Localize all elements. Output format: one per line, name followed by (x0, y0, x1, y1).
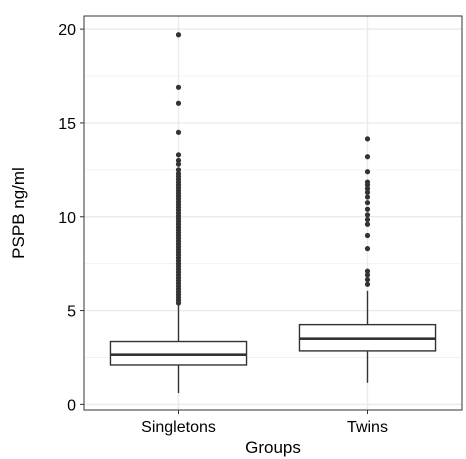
outlier-point (175, 152, 182, 158)
y-tick-label: 20 (58, 22, 76, 39)
outlier-point (364, 221, 371, 227)
outlier-point (364, 154, 371, 160)
box-singletons (109, 32, 248, 394)
outlier-point (364, 206, 371, 212)
outlier-point (364, 281, 371, 287)
outlier-point (175, 171, 182, 177)
y-tick-label: 15 (58, 116, 76, 133)
x-tick-label: Twins (347, 419, 388, 436)
outlier-point (364, 272, 371, 278)
outlier-point (364, 194, 371, 200)
box-plots (109, 32, 437, 394)
outlier-point (175, 129, 182, 135)
outlier-point (364, 179, 371, 185)
outlier-point (364, 216, 371, 223)
box-twins (298, 136, 437, 383)
box-iqr (109, 340, 248, 366)
outlier-point (364, 277, 371, 283)
outlier-point (175, 157, 182, 164)
outlier-point (175, 161, 182, 167)
outlier-point (175, 32, 182, 38)
outlier-point (364, 268, 371, 274)
y-tick-label: 10 (58, 210, 76, 227)
x-axis-title: Groups (245, 438, 301, 457)
outlier-point (175, 167, 182, 173)
outlier-point (175, 84, 182, 90)
panel-border (83, 15, 463, 411)
outlier-point (364, 136, 371, 142)
y-tick-label: 5 (67, 304, 76, 321)
x-axis: Singletons Twins (141, 410, 388, 436)
outlier-point (364, 189, 371, 195)
outlier-point (364, 200, 371, 206)
x-tick-label: Singletons (141, 419, 216, 436)
outlier-point (175, 100, 182, 106)
y-tick-label: 0 (67, 397, 76, 414)
outlier-point (364, 212, 371, 218)
y-axis: 0 5 10 15 20 (58, 22, 84, 414)
y-axis-title: PSPB ng/ml (9, 167, 28, 259)
outlier-point (364, 186, 371, 192)
outlier-point (364, 232, 371, 239)
outlier-point (364, 246, 371, 252)
outlier-point (364, 169, 371, 175)
